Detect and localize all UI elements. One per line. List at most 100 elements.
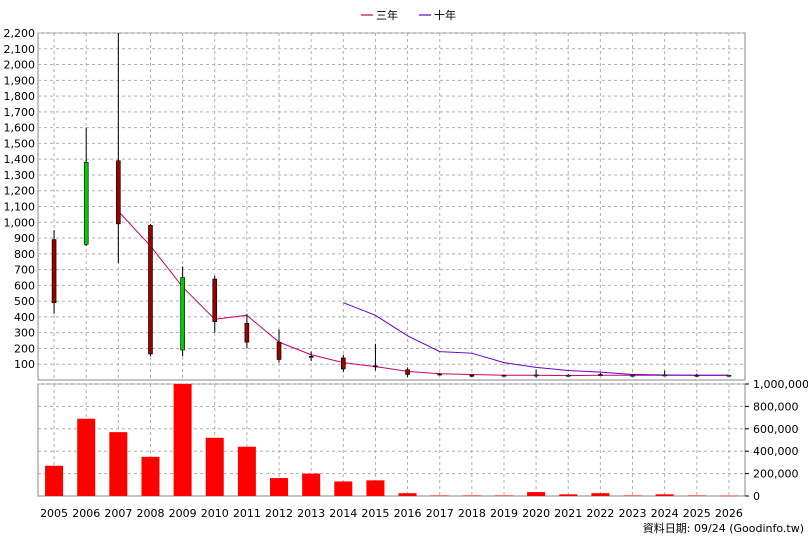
year-tick-label: 2018	[458, 507, 486, 520]
candle-body	[148, 225, 153, 355]
candle-body	[212, 278, 218, 322]
price-tick-label: 1,600	[4, 122, 36, 135]
volume-bar	[173, 384, 192, 496]
price-tick-label: 2,100	[4, 43, 36, 56]
volume-bar	[591, 493, 610, 496]
volume-bar	[687, 495, 706, 496]
volume-bar	[719, 495, 738, 497]
legend-label: 三年	[376, 8, 398, 22]
volume-tick-label: 0	[753, 490, 760, 503]
price-tick-label: 2,200	[4, 27, 36, 40]
price-tick-label: 1,200	[4, 185, 36, 198]
year-tick-label: 2024	[651, 507, 679, 520]
candle-body	[180, 277, 185, 351]
price-tick-label: 600	[14, 279, 35, 292]
year-tick-label: 2008	[136, 507, 164, 520]
volume-tick-label: 800,000	[753, 400, 799, 413]
candle-body	[308, 356, 314, 358]
volume-bar	[527, 492, 546, 496]
year-tick-label: 2017	[426, 507, 454, 520]
price-tick-label: 1,000	[4, 216, 36, 229]
price-tick-label: 300	[14, 327, 35, 340]
volume-bar	[205, 437, 224, 496]
price-tick-label: 1,700	[4, 106, 36, 119]
candle-body	[662, 374, 667, 377]
candle-body	[116, 160, 121, 225]
year-tick-label: 2010	[201, 507, 229, 520]
candles	[51, 33, 732, 378]
year-tick-label: 2025	[683, 507, 711, 520]
volume-bar	[559, 494, 578, 496]
volume-bar	[366, 480, 385, 496]
volume-bar	[141, 456, 160, 496]
volume-bars	[45, 384, 738, 497]
price-tick-label: 1,100	[4, 201, 36, 214]
volume-bar	[398, 493, 417, 496]
price-tick-label: 500	[14, 295, 35, 308]
price-tick-label: 100	[14, 358, 35, 371]
year-tick-label: 2026	[715, 507, 743, 520]
candle-body	[244, 322, 250, 343]
volume-bar	[77, 418, 96, 496]
volume-tick-label: 1,000,000	[753, 378, 808, 391]
year-tick-label: 2006	[72, 507, 100, 520]
price-tick-label: 400	[14, 311, 35, 324]
year-tick-label: 2012	[265, 507, 293, 520]
volume-bar	[494, 495, 513, 496]
price-tick-label: 900	[14, 232, 35, 245]
candle-body	[373, 365, 378, 368]
year-tick-label: 2005	[40, 507, 68, 520]
price-tick-label: 200	[14, 342, 35, 355]
price-axis: 100 200 300 400 500 600 700 800 900 1,000 1,100 1,2…	[4, 27, 36, 371]
price-tick-label: 800	[14, 248, 35, 261]
volume-tick-label: 400,000	[753, 445, 799, 458]
volume-tick-label: 600,000	[753, 423, 799, 436]
candle-body	[598, 374, 603, 376]
price-tick-label: 1,800	[4, 90, 36, 103]
volume-bar	[623, 495, 642, 496]
volume-tick-label: 200,000	[753, 468, 799, 481]
volume-axis: 0 200,000 400,000 600,000 800,000 1,000,000	[745, 378, 808, 503]
ma-line	[117, 210, 729, 377]
volume-bar	[109, 432, 128, 496]
price-grid	[37, 32, 746, 381]
volume-bar	[655, 494, 674, 496]
candle-body	[565, 374, 571, 377]
price-tick-label: 1,300	[4, 169, 36, 182]
candle-body	[469, 374, 475, 377]
candle-body	[83, 162, 89, 245]
data-date-footer: 資料日期: 09/24 (Goodinfo.tw)	[643, 521, 804, 535]
year-tick-label: 2023	[619, 507, 647, 520]
year-tick-label: 2021	[554, 507, 582, 520]
year-tick-label: 2009	[169, 507, 197, 520]
price-tick-label: 700	[14, 264, 35, 277]
year-tick-label: 2013	[297, 507, 325, 520]
volume-bar	[45, 465, 64, 496]
year-tick-label: 2016	[394, 507, 422, 520]
volume-bar	[462, 495, 481, 496]
candle-body	[276, 341, 282, 360]
candle-body	[501, 374, 507, 377]
volume-bar	[334, 481, 353, 496]
candle-body	[630, 374, 635, 377]
volume-bar	[237, 446, 256, 496]
candle-body	[726, 374, 732, 377]
legend: 三年 十年	[361, 8, 456, 22]
candle-body	[405, 369, 410, 375]
price-tick-label: 2,000	[4, 59, 36, 72]
legend-label: 十年	[434, 8, 456, 22]
volume-bar	[430, 495, 449, 496]
candle-body	[533, 374, 539, 377]
candle-body	[340, 357, 346, 370]
candle-body	[694, 374, 700, 377]
price-tick-label: 1,500	[4, 137, 36, 150]
price-tick-label: 1,400	[4, 153, 36, 166]
year-tick-label: 2015	[361, 507, 389, 520]
year-tick-label: 2011	[233, 507, 261, 520]
year-tick-label: 2022	[586, 507, 614, 520]
year-tick-label: 2014	[329, 507, 357, 520]
year-tick-label: 2019	[490, 507, 518, 520]
price-tick-label: 1,900	[4, 74, 36, 87]
year-tick-label: 2020	[522, 507, 550, 520]
